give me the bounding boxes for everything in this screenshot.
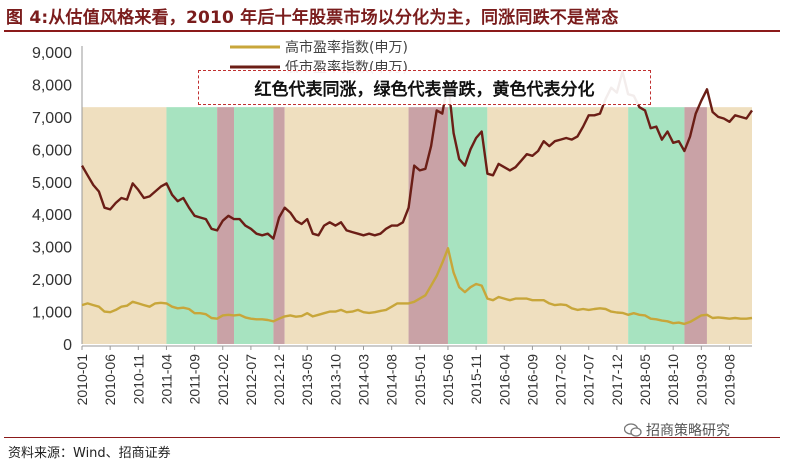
x-tick-label: 2019-08 [721, 354, 737, 406]
low-pe-line [80, 70, 753, 240]
band-red-2 [217, 107, 235, 345]
y-tick-label: 6,000 [32, 142, 72, 159]
high-pe-line [81, 247, 753, 326]
annotation-text: 红色代表同涨，绿色代表普跌，黄色代表分化 [254, 80, 595, 100]
annotation-box: 红色代表同涨，绿色代表普跌，黄色代表分化 [198, 70, 651, 105]
band-yellow-0 [82, 107, 167, 345]
x-tick-label: 2019-03 [693, 354, 709, 406]
x-tick-label: 2010-01 [74, 354, 90, 406]
x-axis: 2010-01 2010-06 2010-11 2011-04 2011-09 2012-… [74, 345, 752, 406]
x-tick-label: 2017-02 [553, 354, 569, 406]
band-yellow-5 [284, 107, 409, 345]
legend-label-high-pe: 高市盈率指数(申万) [285, 39, 408, 56]
y-tick-label: 2,000 [32, 272, 72, 289]
title-divider [4, 30, 780, 32]
x-tick-label: 2011-04 [158, 354, 174, 405]
x-tick-label: 2016-09 [524, 354, 540, 406]
x-tick-label: 2013-05 [299, 354, 315, 406]
source-note: 资料来源：Wind、招商证券 [8, 446, 171, 461]
band-yellow-11 [706, 107, 752, 345]
footer-divider [4, 437, 780, 438]
x-tick-label: 2013-10 [327, 354, 343, 406]
x-tick-label: 2012-12 [271, 354, 287, 406]
x-tick-label: 2014-03 [356, 354, 372, 406]
x-tick-label: 2017-07 [581, 354, 597, 406]
band-red-10 [684, 107, 707, 345]
x-tick-label: 2011-09 [187, 354, 203, 405]
figure-title: 图 4:从估值风格来看，2010 年后十年股票市场以分化为主，同涨同跌不是常态 [6, 8, 619, 28]
y-tick-label: 7,000 [32, 110, 72, 127]
x-tick-label: 2012-02 [215, 354, 231, 406]
x-tick-label: 2015-11 [468, 354, 484, 405]
y-tick-label: 0 [63, 337, 72, 354]
y-tick-label: 8,000 [32, 77, 72, 94]
wechat-icon [624, 423, 642, 437]
x-tick-label: 2010-11 [130, 354, 146, 405]
x-tick-label: 2016-04 [496, 354, 512, 406]
band-green-9 [628, 107, 685, 345]
band-red-4 [273, 107, 285, 345]
x-tick-label: 2015-01 [412, 354, 428, 406]
y-tick-label: 1,000 [32, 305, 72, 322]
y-tick-label: 5,000 [32, 175, 72, 192]
x-tick-label: 2017-12 [609, 354, 625, 406]
watermark: 招商策略研究 [624, 420, 730, 440]
y-axis: 0 1,000 2,000 3,000 4,000 5,000 6,000 7,000 8,00… [32, 45, 83, 354]
band-green-3 [234, 107, 274, 345]
x-tick-label: 2014-08 [384, 354, 400, 406]
x-tick-label: 2010-06 [102, 354, 118, 406]
y-tick-label: 9,000 [32, 45, 72, 62]
band-green-7 [447, 107, 488, 345]
y-tick-label: 4,000 [32, 207, 72, 224]
x-tick-label: 2018-05 [637, 354, 653, 406]
series-lines [80, 70, 753, 326]
watermark-text: 招商策略研究 [646, 423, 730, 439]
x-tick-label: 2015-06 [440, 354, 456, 406]
period-bands [82, 107, 752, 345]
y-tick-label: 3,000 [32, 240, 72, 257]
x-tick-label: 2012-07 [243, 354, 259, 406]
band-red-6 [408, 107, 448, 345]
x-tick-label: 2018-10 [665, 354, 681, 406]
